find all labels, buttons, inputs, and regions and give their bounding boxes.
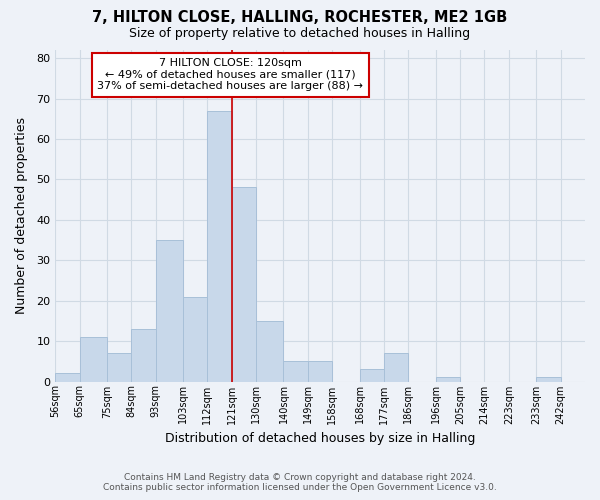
Bar bbox=[55, 374, 80, 382]
Bar bbox=[208, 110, 232, 382]
Bar bbox=[436, 378, 460, 382]
Text: 7 HILTON CLOSE: 120sqm
← 49% of detached houses are smaller (117)
37% of semi-de: 7 HILTON CLOSE: 120sqm ← 49% of detached… bbox=[97, 58, 363, 92]
Bar bbox=[131, 329, 156, 382]
Text: Size of property relative to detached houses in Halling: Size of property relative to detached ho… bbox=[130, 28, 470, 40]
Bar bbox=[536, 378, 560, 382]
Bar bbox=[359, 370, 384, 382]
Bar bbox=[384, 353, 409, 382]
Bar bbox=[156, 240, 183, 382]
Text: 7, HILTON CLOSE, HALLING, ROCHESTER, ME2 1GB: 7, HILTON CLOSE, HALLING, ROCHESTER, ME2… bbox=[92, 10, 508, 25]
Y-axis label: Number of detached properties: Number of detached properties bbox=[15, 118, 28, 314]
Bar bbox=[256, 321, 283, 382]
Bar bbox=[107, 353, 131, 382]
X-axis label: Distribution of detached houses by size in Halling: Distribution of detached houses by size … bbox=[165, 432, 475, 445]
Bar bbox=[183, 296, 208, 382]
Bar bbox=[283, 362, 308, 382]
Bar bbox=[232, 188, 256, 382]
Bar bbox=[80, 337, 107, 382]
Text: Contains HM Land Registry data © Crown copyright and database right 2024.
Contai: Contains HM Land Registry data © Crown c… bbox=[103, 473, 497, 492]
Bar bbox=[308, 362, 332, 382]
